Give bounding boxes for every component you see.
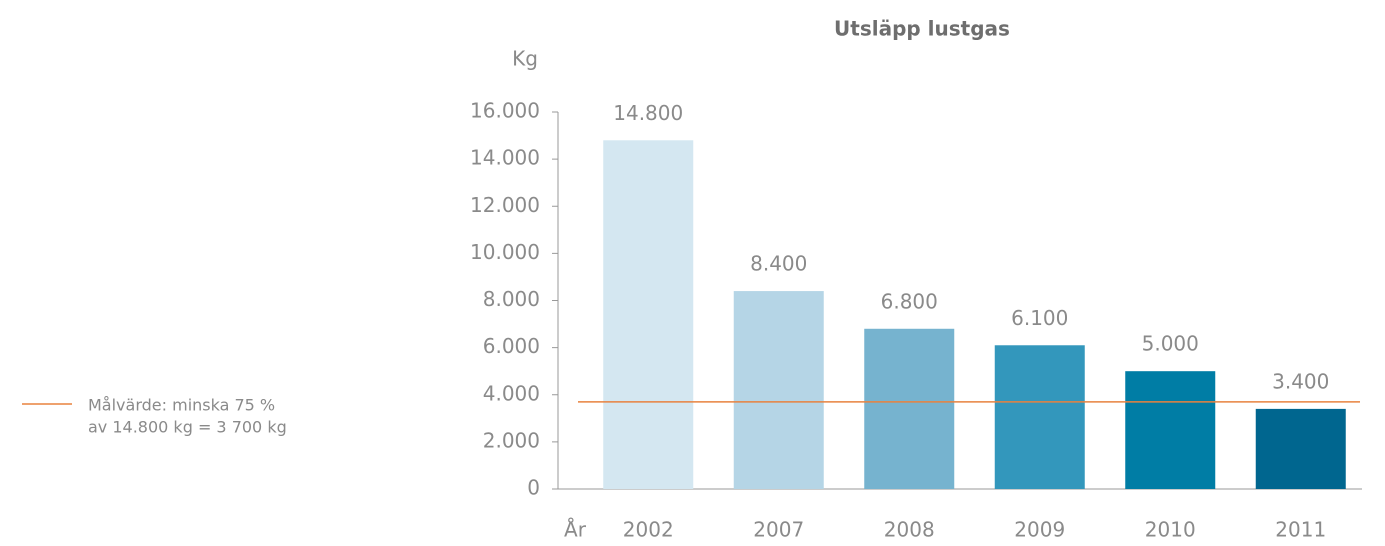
value-label: 6.800 — [881, 289, 938, 313]
legend-label: av 14.800 kg = 3 700 kg — [88, 418, 287, 437]
value-label: 14.800 — [613, 101, 683, 125]
x-tick-label: 2008 — [884, 518, 935, 542]
value-label: 8.400 — [750, 252, 807, 276]
chart-title: Utsläpp lustgas — [834, 17, 1010, 41]
bar — [1125, 371, 1216, 489]
y-tick-label: 8.000 — [483, 287, 540, 311]
y-tick-label: 10.000 — [470, 240, 540, 264]
y-tick-label: 6.000 — [483, 334, 540, 358]
y-axis-label: Kg — [512, 47, 538, 71]
y-tick-label: 16.000 — [470, 99, 540, 123]
bar — [733, 291, 824, 489]
value-label: 3.400 — [1272, 369, 1329, 393]
x-axis-label: År — [564, 518, 587, 542]
y-tick-label: 12.000 — [470, 193, 540, 217]
x-tick-label: 2007 — [753, 518, 804, 542]
y-tick-label: 14.000 — [470, 146, 540, 170]
bar — [994, 345, 1085, 489]
y-tick-label: 0 — [527, 476, 540, 500]
bar — [1255, 408, 1346, 489]
value-label: 6.100 — [1011, 306, 1068, 330]
legend-label: Målvärde: minska 75 % — [88, 396, 275, 415]
x-tick-label: 2011 — [1275, 518, 1326, 542]
x-tick-label: 2002 — [623, 518, 674, 542]
x-tick-label: 2010 — [1145, 518, 1196, 542]
bar — [864, 328, 955, 489]
y-tick-label: 4.000 — [483, 381, 540, 405]
value-label: 5.000 — [1142, 332, 1199, 356]
bar — [603, 140, 694, 489]
x-tick-label: 2009 — [1014, 518, 1065, 542]
y-tick-label: 2.000 — [483, 428, 540, 452]
